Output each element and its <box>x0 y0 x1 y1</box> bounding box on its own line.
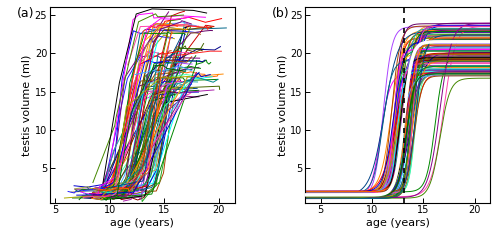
Text: (a): (a) <box>16 7 34 20</box>
X-axis label: age (years): age (years) <box>366 218 430 228</box>
X-axis label: age (years): age (years) <box>110 218 174 228</box>
Y-axis label: testis volume (ml): testis volume (ml) <box>277 54 287 156</box>
Text: (b): (b) <box>272 7 289 20</box>
Y-axis label: testis volume (ml): testis volume (ml) <box>22 54 32 156</box>
